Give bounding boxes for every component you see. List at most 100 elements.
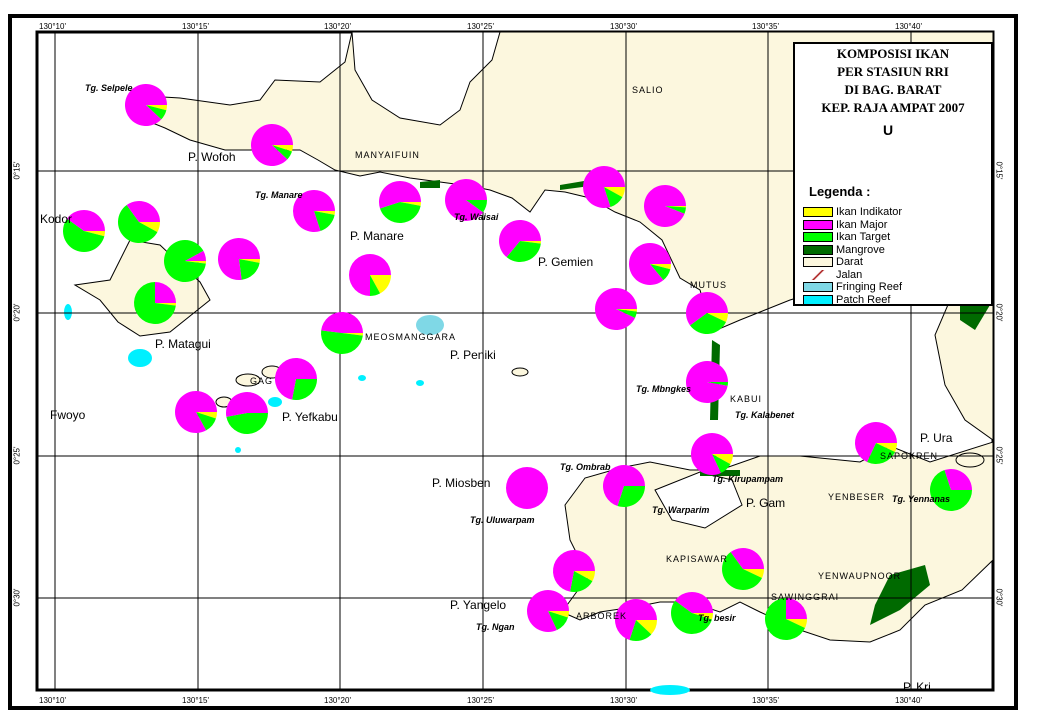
pie-slice-target: [292, 379, 317, 400]
pie-slice-target: [930, 470, 972, 511]
patch-reef: [650, 685, 690, 695]
pie-slice-major: [499, 220, 541, 258]
longitude-tick-bottom: 130°40': [895, 696, 922, 705]
pie-slice-target: [671, 600, 712, 634]
legend-title: Legenda :: [809, 184, 871, 199]
station-pie: [553, 550, 595, 592]
station-pie: [671, 592, 713, 634]
legend-label: Ikan Target: [836, 231, 891, 243]
pie-slice-major: [226, 391, 268, 417]
legend-label: Fringing Reef: [836, 281, 903, 293]
legend-label: Ikan Indikator: [836, 206, 903, 218]
pie-slice-indikator: [692, 613, 713, 620]
patch-reef: [416, 315, 444, 335]
pie-slice-target: [272, 145, 292, 160]
patch-reef: [416, 380, 424, 386]
village-label: YENBESER: [828, 492, 886, 502]
place-label: P. Matagui: [155, 337, 211, 351]
island-peniki: [511, 367, 529, 377]
pie-slice-target: [196, 412, 216, 431]
pie-slice-indikator: [400, 202, 421, 206]
longitude-tick-top: 130°20': [324, 22, 351, 31]
pie-slice-indikator: [604, 187, 625, 198]
legend-swatch: [803, 244, 833, 255]
station-pie: [163, 240, 206, 283]
pie-slice-major: [445, 178, 487, 221]
legend-label: Patch Reef: [836, 293, 891, 306]
north-label: U: [883, 122, 894, 138]
legend-item: Fringing Reef: [803, 281, 902, 293]
place-label: P. Yangelo: [450, 598, 507, 612]
station-pie: [615, 598, 657, 641]
station-pie: [686, 361, 728, 404]
pie-slice-target: [616, 309, 637, 318]
station-pie: [226, 391, 268, 434]
pie-slice-indikator: [574, 571, 595, 582]
pie-slice-indikator: [650, 264, 671, 270]
pie-slice-major: [293, 189, 335, 232]
station-pie: [686, 292, 728, 334]
village-label: ARBOREK: [576, 611, 628, 621]
station-pie: [499, 220, 541, 262]
place-label: P. Yefkabu: [282, 410, 338, 424]
longitude-tick-top: 130°10': [39, 22, 66, 31]
pie-slice-indikator: [743, 569, 764, 578]
station-pie: [644, 184, 686, 227]
pie-slice-target: [629, 620, 652, 641]
pie-slice-major: [553, 550, 595, 592]
legend-item: Ikan Indikator: [803, 206, 902, 218]
pie-slice-major: [67, 210, 105, 231]
pie-slice-indikator: [548, 611, 569, 618]
pie-slice-target: [226, 413, 268, 434]
place-label: P. Miosben: [432, 476, 491, 490]
place-label: P. Peniki: [450, 348, 496, 362]
place-label: P. Gemien: [538, 255, 594, 269]
legend-swatch: [803, 207, 833, 218]
pie-slice-target: [665, 206, 686, 214]
pie-slice-major: [185, 250, 206, 261]
pie-slice-target: [62, 218, 105, 253]
land-waigeo: [129, 31, 994, 441]
pie-slice-major: [644, 184, 686, 227]
station-pie: [251, 124, 293, 167]
place-label: P. Ura: [920, 431, 953, 445]
pie-slice-target: [118, 205, 158, 244]
station-pie: [691, 433, 733, 475]
pie-slice-target: [867, 443, 896, 464]
pie-slice-major: [251, 124, 293, 167]
cape-label: Tg. besir: [698, 613, 736, 623]
cape-label: Tg. Kalabenet: [735, 410, 795, 420]
pie-slice-indikator: [139, 222, 160, 233]
map-title-4: KEP. RAJA AMPAT 2007: [821, 100, 965, 115]
cape-label: Tg. Kirupampam: [712, 474, 784, 484]
station-pie: [595, 287, 637, 330]
cape-label: Tg. Warparim: [652, 505, 710, 515]
patch-reef: [128, 349, 152, 367]
legend-item: Mangrove: [803, 244, 885, 256]
pie-slice-target: [617, 486, 645, 507]
pie-slice-indikator: [876, 443, 897, 452]
pie-slice-major: [786, 598, 807, 619]
legend-item: Patch Reef: [803, 294, 890, 306]
pie-slice-major: [583, 166, 625, 208]
island-ura: [955, 452, 985, 468]
pie-slice-major: [615, 598, 657, 640]
cape-label: Tg. Selpele: [85, 83, 133, 93]
pie-slice-target: [466, 200, 487, 213]
village-label: MANYAIFUIN: [355, 150, 420, 160]
pie-slice-target: [764, 598, 806, 640]
pie-slice-indikator: [272, 145, 293, 152]
pie-slice-major: [603, 464, 645, 506]
cape-label: Tg. Waisai: [454, 212, 499, 222]
latitude-tick-left: 0°20': [12, 303, 22, 322]
cape-label: Tg. Uluwarpam: [470, 515, 535, 525]
legend-item: Jalan: [803, 269, 862, 281]
village-label: SAPOKREN: [880, 451, 939, 461]
pie-slice-major: [944, 468, 972, 490]
legend-swatch: [803, 232, 833, 243]
longitude-tick-top: 130°40': [895, 22, 922, 31]
longitude-tick-bottom: 130°25': [467, 696, 494, 705]
pie-slice-target: [370, 275, 381, 296]
latitude-tick-right: 0°20': [994, 303, 1004, 322]
